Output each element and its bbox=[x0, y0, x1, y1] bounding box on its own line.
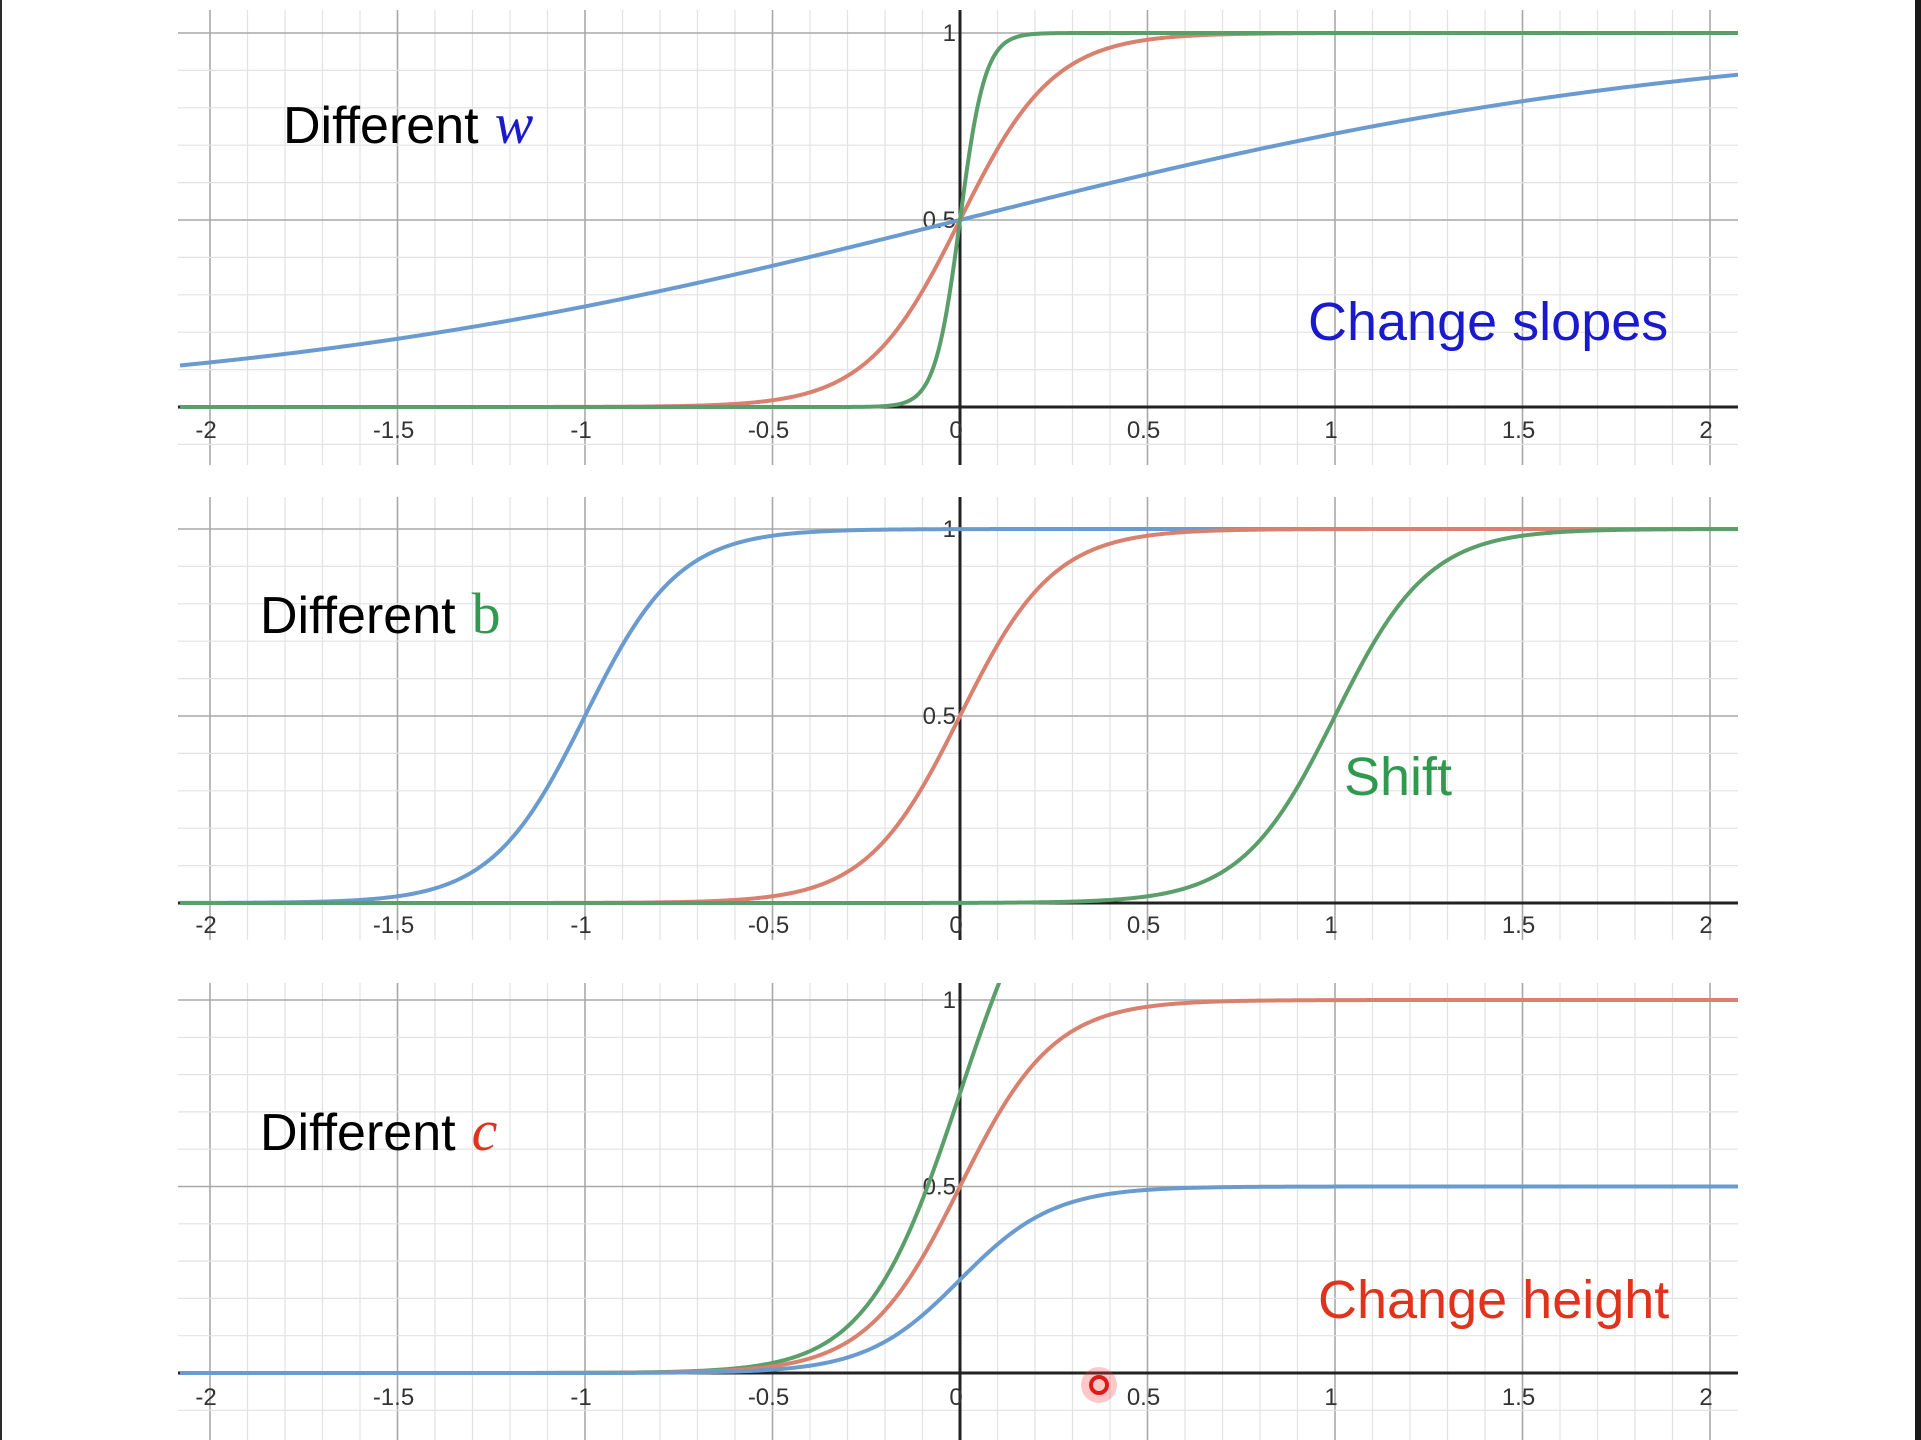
panel-label: Different w bbox=[283, 91, 534, 156]
panel-annotation: Shift bbox=[1344, 747, 1452, 807]
x-tick-label: 1 bbox=[1324, 912, 1337, 939]
x-tick-label: 1.5 bbox=[1502, 1384, 1535, 1411]
y-tick-label: 1 bbox=[943, 20, 956, 47]
series-line-3 bbox=[180, 1184, 1738, 1375]
x-tick-label: 0.5 bbox=[1127, 912, 1160, 939]
x-tick-label: 0 bbox=[949, 417, 962, 444]
x-tick-label: -1 bbox=[570, 417, 591, 444]
series-line-3 bbox=[180, 527, 1738, 905]
x-tick-label: -0.5 bbox=[748, 417, 789, 444]
series-line-3 bbox=[180, 31, 1738, 409]
x-tick-label: 0 bbox=[949, 912, 962, 939]
panel-label: Different b bbox=[260, 581, 501, 646]
panel-label-variable: c bbox=[472, 1098, 498, 1163]
panel-label-prefix: Different bbox=[260, 1104, 456, 1162]
x-tick-label: -2 bbox=[195, 912, 216, 939]
panel-label-prefix: Different bbox=[260, 587, 456, 645]
x-tick-label: -0.5 bbox=[748, 1384, 789, 1411]
panel-annotation: Change height bbox=[1318, 1270, 1669, 1330]
x-tick-label: 0.5 bbox=[1127, 1384, 1160, 1411]
x-tick-label: 1.5 bbox=[1502, 417, 1535, 444]
right-frame-edge bbox=[1915, 0, 1921, 1440]
panel-annotation: Change slopes bbox=[1308, 292, 1668, 352]
x-tick-label: 2 bbox=[1699, 912, 1712, 939]
panel-label-variable: w bbox=[495, 91, 534, 156]
x-tick-label: -0.5 bbox=[748, 912, 789, 939]
x-tick-label: -1.5 bbox=[373, 417, 414, 444]
x-tick-label: -2 bbox=[195, 1384, 216, 1411]
panel-label-variable: b bbox=[472, 581, 501, 646]
x-tick-label: -1.5 bbox=[373, 1384, 414, 1411]
x-tick-label: 2 bbox=[1699, 417, 1712, 444]
x-tick-label: 1 bbox=[1324, 417, 1337, 444]
x-tick-label: -1 bbox=[570, 912, 591, 939]
panel-label-prefix: Different bbox=[283, 97, 479, 155]
panel-label: Different c bbox=[260, 1098, 498, 1163]
y-tick-label: 1 bbox=[943, 987, 956, 1014]
x-tick-label: -1.5 bbox=[373, 912, 414, 939]
x-tick-label: 0 bbox=[949, 1384, 962, 1411]
x-tick-label: -1 bbox=[570, 1384, 591, 1411]
x-tick-label: 0.5 bbox=[1127, 417, 1160, 444]
x-tick-label: 1 bbox=[1324, 1384, 1337, 1411]
x-tick-label: -2 bbox=[195, 417, 216, 444]
x-tick-label: 1.5 bbox=[1502, 912, 1535, 939]
mouse-cursor-indicator bbox=[1081, 1367, 1117, 1403]
x-tick-label: 2 bbox=[1699, 1384, 1712, 1411]
left-frame-edge bbox=[0, 0, 2, 1440]
y-tick-label: 0.5 bbox=[923, 703, 956, 730]
